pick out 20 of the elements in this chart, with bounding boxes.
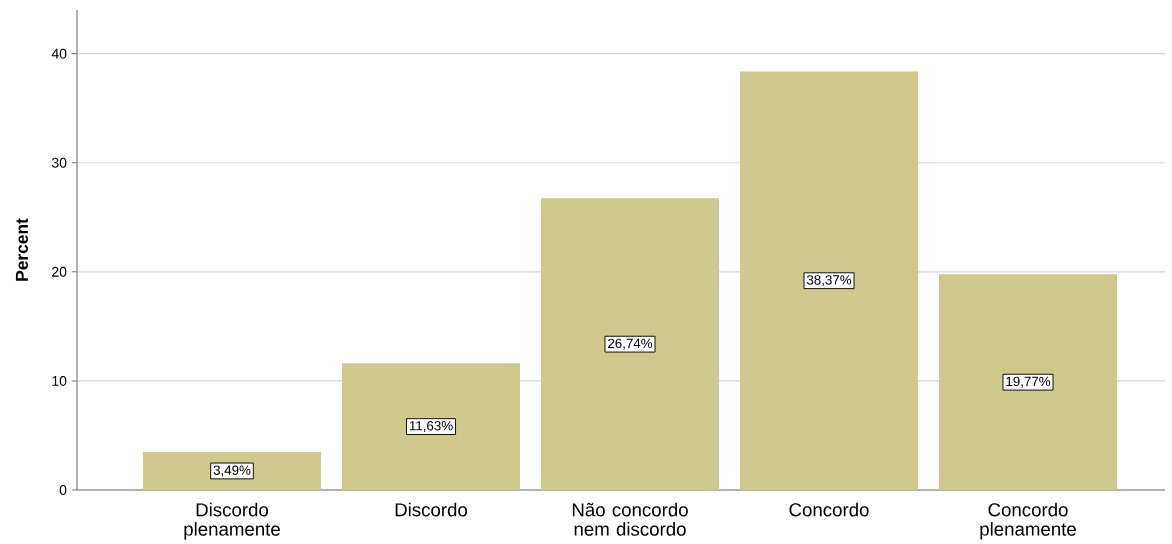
- y-tick-label: 30: [51, 157, 67, 168]
- bar: [939, 274, 1118, 490]
- y-tick-label: 20: [52, 266, 67, 277]
- data-label: 11,63%: [409, 421, 453, 433]
- y-axis-title: Percent: [15, 218, 28, 281]
- y-tick-label: 10: [52, 375, 67, 386]
- x-tick-label: Concordo plenamente: [980, 502, 1076, 540]
- x-tick-label: Não concordo nem discordo: [572, 502, 688, 536]
- x-tick-label: Discordo: [395, 502, 468, 517]
- y-tick-label: 0: [59, 485, 67, 495]
- data-label: 38,37%: [806, 275, 852, 287]
- bar: [740, 71, 919, 490]
- data-label: 26,74%: [608, 338, 653, 350]
- x-tick-label: Concordo: [789, 502, 869, 517]
- bar: [541, 198, 720, 490]
- data-label: 19,77%: [1006, 376, 1051, 388]
- bar: [342, 363, 521, 490]
- y-tick-label: 40: [51, 48, 67, 59]
- data-label: 3,49%: [213, 465, 251, 477]
- x-tick-label: Discordo plenamente: [184, 502, 280, 540]
